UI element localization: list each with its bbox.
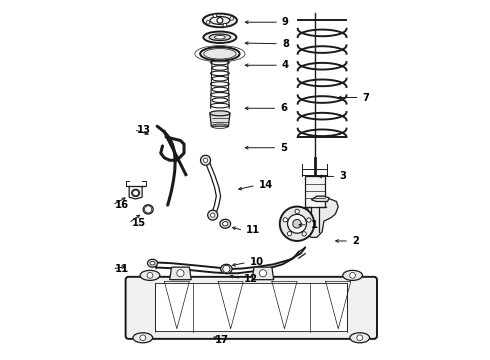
Ellipse shape	[203, 32, 236, 43]
Text: 10: 10	[250, 257, 264, 267]
Circle shape	[177, 270, 184, 277]
Ellipse shape	[200, 47, 240, 60]
Circle shape	[288, 214, 306, 233]
Circle shape	[223, 265, 230, 273]
Ellipse shape	[220, 264, 232, 274]
Text: 12: 12	[245, 274, 258, 284]
Circle shape	[288, 231, 292, 236]
Circle shape	[140, 335, 146, 341]
Ellipse shape	[143, 205, 153, 214]
Bar	[155, 283, 347, 330]
Circle shape	[295, 209, 299, 213]
Circle shape	[350, 273, 355, 278]
Text: 13: 13	[137, 125, 151, 135]
Polygon shape	[252, 267, 274, 280]
Circle shape	[280, 207, 314, 241]
Text: 16: 16	[115, 200, 129, 210]
Text: 11: 11	[115, 264, 129, 274]
Circle shape	[230, 17, 234, 20]
Ellipse shape	[132, 189, 140, 197]
Circle shape	[293, 220, 301, 228]
Ellipse shape	[203, 14, 237, 27]
Polygon shape	[210, 113, 230, 126]
Ellipse shape	[220, 219, 231, 228]
Circle shape	[213, 14, 217, 18]
Text: 11: 11	[246, 225, 260, 235]
Text: 6: 6	[280, 103, 287, 113]
Text: 5: 5	[280, 143, 287, 153]
Circle shape	[259, 270, 267, 277]
Polygon shape	[305, 176, 325, 207]
Polygon shape	[311, 196, 329, 202]
Text: 2: 2	[352, 236, 359, 246]
Text: 9: 9	[282, 17, 289, 27]
Circle shape	[145, 206, 152, 213]
Text: 15: 15	[131, 218, 146, 228]
Circle shape	[302, 232, 306, 236]
Circle shape	[283, 217, 288, 222]
Ellipse shape	[133, 333, 153, 343]
Ellipse shape	[343, 270, 363, 280]
Circle shape	[307, 218, 311, 222]
Ellipse shape	[150, 261, 155, 265]
Circle shape	[200, 155, 211, 165]
Polygon shape	[170, 267, 191, 280]
Text: 17: 17	[215, 334, 229, 345]
Text: 4: 4	[282, 60, 289, 70]
Circle shape	[357, 335, 363, 341]
Text: 8: 8	[282, 39, 289, 49]
Text: 3: 3	[339, 171, 346, 181]
Text: 7: 7	[363, 93, 369, 103]
Circle shape	[217, 18, 223, 23]
Ellipse shape	[209, 34, 231, 41]
Text: 14: 14	[259, 180, 273, 190]
Circle shape	[208, 210, 218, 220]
Circle shape	[203, 158, 208, 162]
Circle shape	[211, 213, 215, 217]
FancyBboxPatch shape	[125, 277, 377, 339]
Ellipse shape	[222, 222, 228, 226]
Ellipse shape	[210, 111, 230, 116]
Ellipse shape	[215, 36, 225, 39]
Polygon shape	[305, 198, 338, 237]
Circle shape	[147, 273, 153, 278]
Circle shape	[133, 190, 139, 196]
Ellipse shape	[350, 333, 369, 343]
Circle shape	[206, 21, 210, 24]
Circle shape	[223, 23, 227, 27]
Ellipse shape	[147, 259, 157, 267]
Ellipse shape	[140, 270, 160, 280]
Text: 1: 1	[311, 220, 318, 230]
